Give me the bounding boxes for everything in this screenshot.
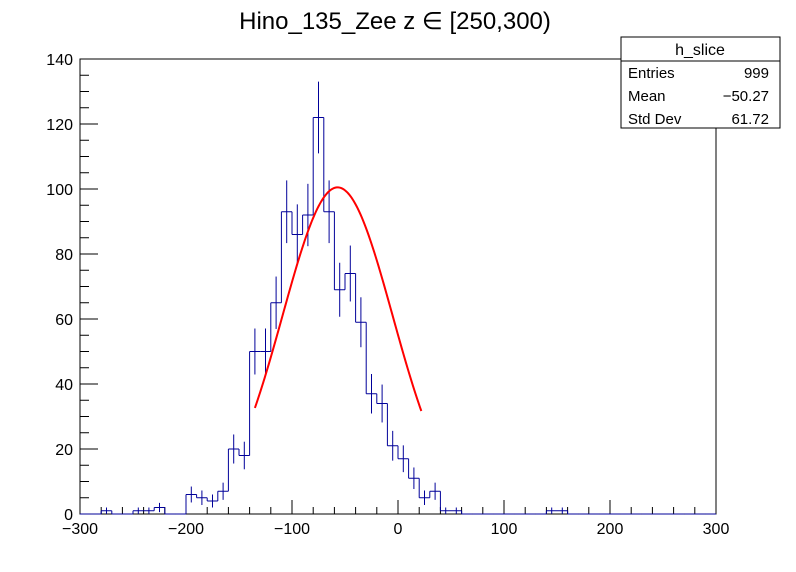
y-tick-label: 120 [46,117,73,134]
fit-curve [253,186,423,412]
stats-box: h_slice Entries 999 Mean −50.27 Std Dev … [620,36,781,129]
stats-mean-label: Mean [628,88,666,105]
x-tick-label: −300 [62,521,98,538]
stats-stddev-value: 61.72 [731,111,769,128]
y-tick-label: 140 [46,52,73,69]
x-tick-label: 0 [394,521,403,538]
x-tick-label: 100 [491,521,518,538]
x-tick-label: −200 [168,521,204,538]
y-tick-label: 60 [55,312,73,329]
x-axis: −300 −200 −100 0 100 200 300 [62,500,729,538]
stats-entries-value: 999 [744,65,769,82]
y-axis: 0 20 40 60 80 100 120 140 [46,52,98,524]
gaussian-fit [253,186,423,412]
stats-box-frame [620,36,781,129]
y-tick-label: 80 [55,247,73,264]
stats-mean-value: −50.27 [723,88,769,105]
stats-box-title: h_slice [675,42,725,59]
y-tick-label: 0 [64,507,73,524]
chart-title: Hino_135_Zee z ∈ [250,300) [239,8,551,35]
y-tick-label: 40 [55,377,73,394]
y-tick-label: 100 [46,182,73,199]
stats-stddev-label: Std Dev [628,111,682,128]
y-tick-label: 20 [55,442,73,459]
stats-entries-label: Entries [628,65,675,82]
histogram-series [80,117,716,515]
x-tick-label: 200 [597,521,624,538]
x-tick-label: 300 [703,521,730,538]
x-tick-label: −100 [274,521,310,538]
